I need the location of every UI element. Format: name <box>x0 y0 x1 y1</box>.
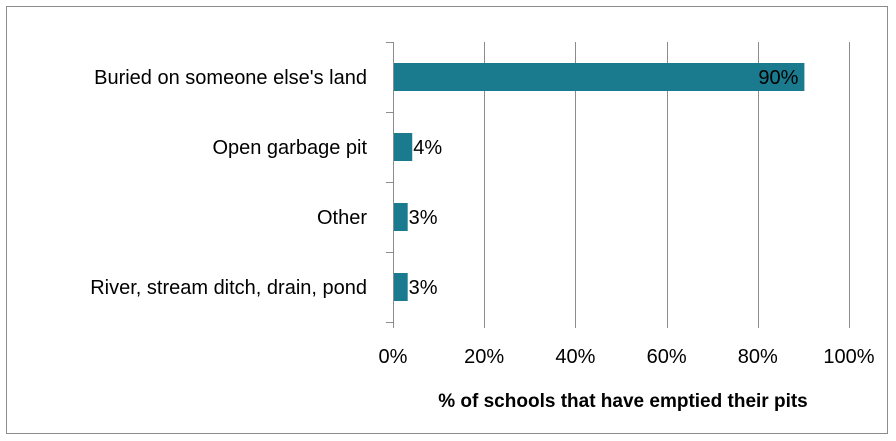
data-label: 3% <box>409 277 438 299</box>
x-tick-label: 0% <box>379 346 408 368</box>
bars <box>394 63 805 301</box>
category-label: Other <box>317 207 367 229</box>
data-label: 3% <box>409 207 438 229</box>
x-tick-labels: 0% 20% 40% 60% 80% 100% <box>379 346 875 368</box>
data-label: 90% <box>758 67 798 89</box>
category-labels: Buried on someone else's land Open garbag… <box>90 67 367 299</box>
y-axis <box>386 42 850 328</box>
category-label: Open garbage pit <box>212 137 367 159</box>
bar <box>394 63 805 91</box>
category-label: Buried on someone else's land <box>94 67 367 89</box>
x-tick-label: 80% <box>738 346 778 368</box>
bar <box>394 203 408 231</box>
category-label: River, stream ditch, drain, pond <box>90 277 367 299</box>
x-tick-label: 60% <box>647 346 687 368</box>
x-tick-label: 40% <box>555 346 595 368</box>
x-tick-label: 100% <box>823 346 874 368</box>
x-axis-title: % of schools that have emptied their pit… <box>438 391 808 412</box>
data-labels: 90% 4% 3% 3% <box>409 67 799 299</box>
data-label: 4% <box>413 137 442 159</box>
bar <box>394 133 413 161</box>
x-tick-label: 20% <box>464 346 504 368</box>
bar <box>394 273 408 301</box>
